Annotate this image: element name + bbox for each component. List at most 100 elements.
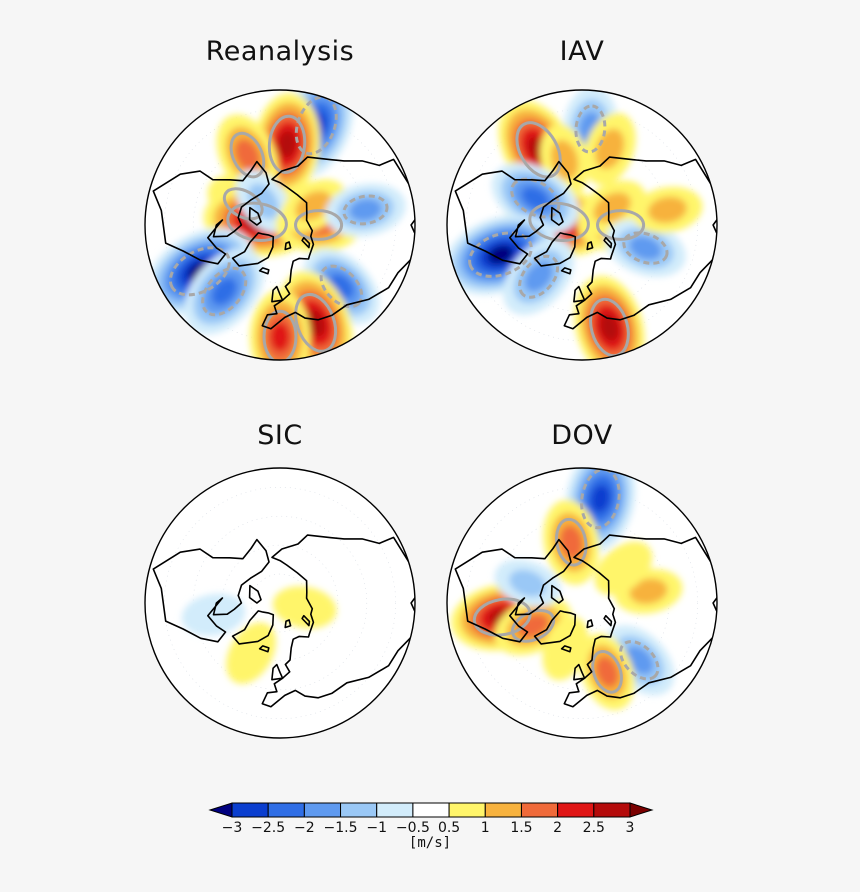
latitude-circle xyxy=(163,108,397,342)
coastline-path xyxy=(271,285,284,303)
anomaly-contour xyxy=(247,183,279,220)
colorbar-tick-label: −0.5 xyxy=(396,820,430,836)
map-panels xyxy=(144,89,718,739)
coastline-path xyxy=(152,160,270,265)
grey-contour-line xyxy=(591,650,623,694)
latitude-circle xyxy=(192,515,368,691)
coastlines xyxy=(454,156,717,330)
coastline-path xyxy=(301,614,311,627)
anomaly-contour xyxy=(521,186,549,210)
coastline-path xyxy=(248,584,262,604)
coastline-path xyxy=(284,619,292,629)
anomaly-contour xyxy=(235,139,260,172)
coastline-path xyxy=(261,534,415,708)
coastline-path xyxy=(533,232,577,267)
colorbar-tick-label: 0.5 xyxy=(438,820,460,836)
colorbar-tick-label: −2.5 xyxy=(251,820,285,836)
grey-contour-line xyxy=(515,121,562,179)
latitude-circle xyxy=(523,166,641,284)
colorbar-extend-min xyxy=(208,802,233,818)
coastline-path xyxy=(284,241,292,251)
colorbar-tick-label: 2.5 xyxy=(583,820,605,836)
anomaly-contour xyxy=(487,245,514,264)
coastline-path xyxy=(301,236,311,249)
map-panel-iav xyxy=(446,89,718,361)
map-border xyxy=(144,467,416,739)
map-border xyxy=(446,89,718,361)
coastlines xyxy=(454,534,717,708)
coastlines xyxy=(152,156,415,330)
anomaly-contour xyxy=(629,236,662,260)
grey-contour-line xyxy=(528,201,590,242)
coastline-path xyxy=(560,645,572,653)
anomaly-contour xyxy=(524,261,553,292)
coastline-path xyxy=(152,538,270,643)
anomaly-contour xyxy=(517,613,549,638)
panel-title-sic: SIC xyxy=(257,420,303,451)
colorbar-box xyxy=(376,802,414,818)
colorbar-box xyxy=(231,802,269,818)
colorbar-tick-label: −3 xyxy=(222,820,243,836)
colorbar-tick-label: 3 xyxy=(626,820,635,836)
anomaly-contour xyxy=(559,525,583,560)
map-panel-reanalysis xyxy=(144,89,416,361)
coastline-path xyxy=(586,619,594,629)
colorbar: −3 −2.5 −2 −1.5 −1 −0.5 0.5 1 1.5 2 2.5 3 xyxy=(208,802,654,836)
colorbar-box xyxy=(593,802,631,818)
coastline-path xyxy=(563,156,717,330)
grey-contour-line xyxy=(555,517,588,567)
anomaly-contour xyxy=(595,656,619,688)
panel-title-iav: IAV xyxy=(559,36,605,67)
colorbar-tick-label: 2 xyxy=(553,820,562,836)
coastline-path xyxy=(258,645,270,653)
colorbar-tick-label: −2 xyxy=(294,820,315,836)
colorbar-box xyxy=(520,802,559,818)
colorbar-tick-label: 1 xyxy=(481,820,490,836)
grey-contour-line xyxy=(222,187,264,221)
panel-title-dov: DOV xyxy=(551,420,613,451)
coastline-path xyxy=(573,663,586,681)
anomaly-contour xyxy=(272,586,337,629)
grey-contour-line xyxy=(622,231,669,265)
coastline-path xyxy=(550,584,564,604)
coastline-path xyxy=(271,663,284,681)
colorbar-box xyxy=(448,802,486,818)
anomaly-contour xyxy=(647,196,687,224)
colorbar-box xyxy=(340,802,378,818)
anomaly-contour xyxy=(599,313,619,341)
colorbar-box xyxy=(484,802,522,818)
anomaly-contour xyxy=(305,309,326,337)
anomaly-contour xyxy=(349,199,382,221)
anomaly-contour xyxy=(542,616,589,681)
grey-contour-line xyxy=(294,209,344,241)
coastline-path xyxy=(231,232,275,267)
map-border xyxy=(446,467,718,739)
anomaly-contour xyxy=(509,569,547,597)
grey-contour-line xyxy=(267,114,307,174)
coastline-path xyxy=(603,614,613,627)
coastline-path xyxy=(603,236,613,249)
coastline-path xyxy=(258,267,270,275)
coastline-path xyxy=(533,610,577,645)
colorbar-box xyxy=(412,802,450,818)
colorbar-tick-label: 1.5 xyxy=(510,820,532,836)
grey-contour-line xyxy=(518,254,560,299)
anomaly-contour xyxy=(590,484,610,513)
map-border xyxy=(144,89,416,361)
colorbar-tick-label: −1 xyxy=(366,820,387,836)
colorbar-extend-max xyxy=(629,802,654,818)
grey-contour-line xyxy=(468,231,533,278)
coastline-path xyxy=(586,241,594,251)
grey-contour-line xyxy=(229,131,266,179)
latitude-circle xyxy=(465,486,699,720)
grey-contour-line xyxy=(619,640,660,681)
coastline-path xyxy=(454,538,572,643)
grey-contour-line xyxy=(262,309,298,360)
grey-contour-line xyxy=(226,201,288,242)
coastline-path xyxy=(261,156,415,330)
map-panel-dov xyxy=(446,467,718,739)
coastline-path xyxy=(563,534,717,708)
coastline-path xyxy=(454,160,572,265)
grey-contour-line xyxy=(319,264,364,309)
